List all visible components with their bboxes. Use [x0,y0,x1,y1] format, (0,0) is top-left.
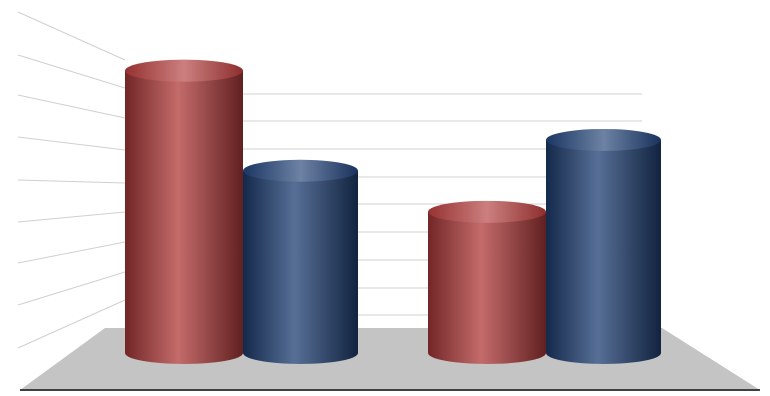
side-wall-gridline [17,241,126,264]
side-wall-gridline [17,299,126,349]
side-wall-gridline [17,136,126,151]
cylinder-body [125,70,243,365]
side-wall-gridline [17,271,126,306]
side-wall-gridline [17,211,126,223]
cylinder-bar [125,59,243,365]
cylinder-body [546,139,661,364]
cylinder-body [428,211,546,364]
cylinder-top [546,128,661,151]
side-wall-gridline [17,11,126,61]
cylinder-bar [243,159,358,365]
cylinder-top [125,59,243,82]
side-wall-gridline [17,54,126,89]
cylinder-top [428,200,546,223]
chart-bars-layer [125,59,661,365]
cylinder-body [243,170,358,365]
side-wall-gridline [17,179,126,184]
side-wall-gridline [17,94,126,119]
cylinder-bar [428,200,546,364]
cylinder-top [243,159,358,182]
cylinder-bar [546,128,661,364]
